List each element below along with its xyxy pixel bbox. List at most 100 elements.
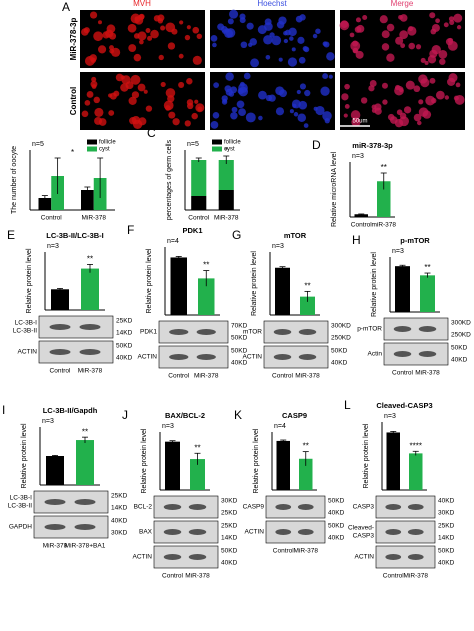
significance: **	[303, 442, 309, 451]
bar	[409, 453, 423, 490]
cell	[418, 99, 424, 105]
cell	[212, 42, 217, 48]
n-label: n=3	[42, 418, 54, 425]
band	[298, 354, 317, 360]
kd-marker: 300KD	[331, 323, 351, 330]
kd-marker: 40KD	[331, 360, 348, 367]
cell	[186, 78, 193, 85]
cell	[106, 24, 116, 34]
blot-label: ACTIN	[138, 354, 158, 361]
x-tick-label: miR-378	[371, 222, 396, 229]
cell	[138, 14, 145, 21]
n-label: n=3	[392, 248, 404, 255]
blot	[263, 320, 329, 344]
band	[385, 554, 402, 560]
y-axis-label: The number of oocyte	[11, 146, 18, 214]
cell	[395, 36, 404, 45]
cell	[81, 110, 89, 118]
cell	[265, 94, 273, 102]
cell	[150, 29, 159, 39]
x-tick-label: MiR-378	[194, 373, 219, 380]
panel-letter: L	[344, 398, 351, 412]
panel-letter: C	[147, 126, 156, 140]
cell	[396, 109, 403, 116]
cell	[210, 34, 218, 42]
band	[79, 349, 101, 355]
cell	[283, 38, 289, 44]
blot-label: GAPDH	[9, 524, 32, 531]
kd-marker: 25KD	[438, 523, 455, 530]
cell	[186, 25, 191, 30]
cell	[178, 81, 185, 88]
n-label: n=3	[272, 243, 284, 250]
cell	[339, 20, 350, 31]
cell	[322, 73, 329, 80]
cell	[398, 87, 404, 93]
n-label: n=3	[162, 423, 174, 430]
kd-marker: 50KD	[451, 345, 468, 352]
cell	[127, 23, 137, 33]
band	[49, 349, 71, 355]
blot	[383, 317, 449, 341]
cell	[297, 113, 307, 123]
blot-label: LC-3B-II	[8, 503, 32, 510]
cell	[343, 113, 348, 118]
cell	[165, 88, 176, 98]
bar	[198, 278, 215, 315]
cell	[287, 57, 298, 67]
cell	[292, 103, 297, 108]
cell	[439, 58, 446, 65]
significance: **	[194, 443, 200, 452]
cell	[395, 84, 401, 91]
kd-marker: 40KD	[231, 360, 248, 367]
cell	[408, 26, 414, 32]
cell	[405, 80, 415, 90]
cell	[153, 15, 161, 22]
blot-label: CASP3	[353, 504, 375, 511]
cell	[415, 44, 422, 50]
kd-marker: 14KD	[438, 535, 455, 542]
panel-letter: I	[2, 403, 5, 417]
cell	[288, 27, 297, 37]
cell	[399, 30, 409, 40]
kd-marker: 40KD	[328, 535, 345, 542]
blot-label: p-mTOR	[357, 326, 382, 333]
cell	[187, 102, 194, 110]
blot-label: LC-3B-I	[10, 495, 33, 502]
band	[407, 529, 424, 535]
cell	[299, 14, 306, 21]
bar	[51, 289, 69, 310]
cell	[398, 14, 403, 20]
legend-label: follicle	[224, 140, 241, 146]
y-axis-label: percentages of germ cells	[166, 139, 173, 220]
cell	[213, 82, 220, 89]
cell	[399, 116, 409, 127]
kd-marker: 250KD	[331, 335, 351, 342]
x-tick-label: Control	[392, 370, 414, 377]
n-label: n=5	[187, 141, 199, 148]
cell	[386, 23, 395, 32]
cell	[120, 75, 125, 80]
cell	[360, 97, 368, 104]
kd-marker: 50KD	[328, 498, 345, 505]
cell	[303, 123, 309, 128]
x-tick-label: Control	[351, 222, 373, 229]
band	[385, 504, 402, 510]
cell	[108, 93, 113, 98]
legend-label: cyst	[99, 147, 110, 153]
y-axis-label: Relative protein level	[26, 248, 33, 313]
significance: **	[424, 263, 430, 272]
bar	[299, 458, 313, 490]
cell	[240, 41, 248, 49]
band	[385, 529, 402, 535]
cell	[278, 57, 283, 62]
y-axis-label: Relative protein level	[371, 252, 378, 317]
significance: ****	[410, 441, 422, 450]
cell	[263, 35, 273, 45]
band	[188, 554, 207, 560]
kd-marker: 30KD	[221, 498, 238, 505]
blot	[153, 545, 219, 569]
bar	[377, 181, 391, 217]
band	[163, 554, 182, 560]
